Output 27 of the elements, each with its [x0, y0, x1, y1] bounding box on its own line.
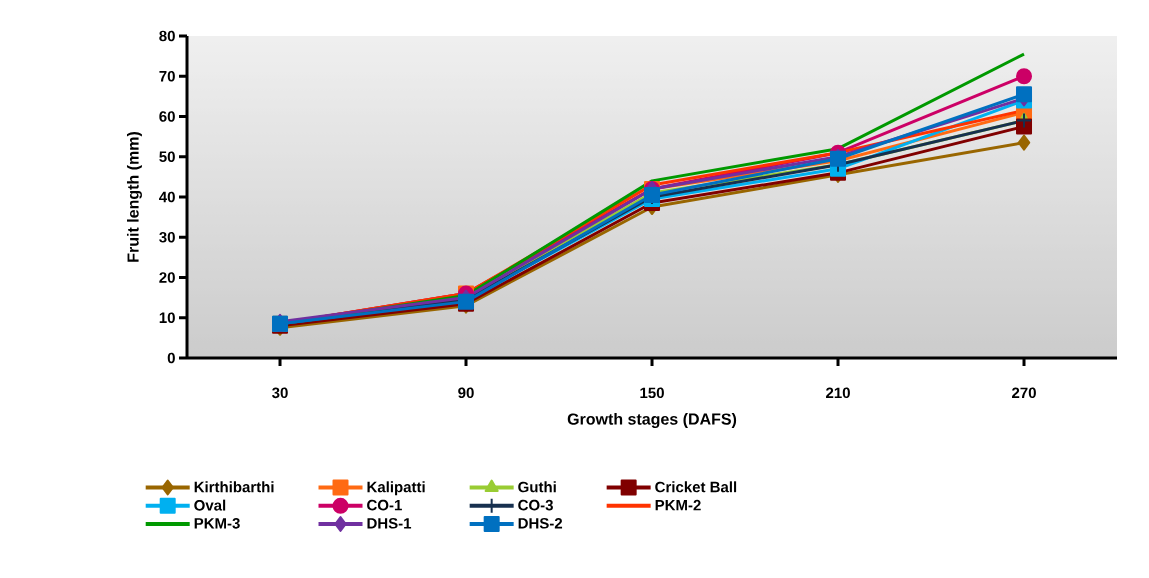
- x-tick-label: 210: [826, 387, 850, 399]
- y-tick-label: 0: [167, 352, 175, 364]
- legend-label: DHS-1: [367, 518, 412, 529]
- legend-label: Oval: [194, 499, 226, 511]
- y-tick-label: 40: [159, 191, 175, 203]
- x-tick-label: 90: [458, 387, 474, 399]
- legend-label: Kalipatti: [367, 481, 425, 496]
- legend-label: PKM-3: [194, 518, 240, 529]
- legend-label: PKM-2: [655, 499, 701, 511]
- legend-label: Kirthibarthi: [194, 481, 274, 493]
- y-tick-label: 80: [159, 30, 175, 42]
- y-tick-label: 10: [159, 312, 175, 324]
- x-tick-label: 150: [640, 387, 664, 399]
- legend-label: DHS-2: [518, 518, 563, 529]
- legend-label: CO-3: [518, 499, 553, 511]
- y-axis-title: Fruit length (mm): [126, 132, 142, 262]
- x-tick-label: 30: [272, 387, 288, 399]
- legend-label: Cricket Ball: [655, 481, 737, 493]
- y-tick-label: 30: [159, 231, 175, 243]
- legend-label: CO-1: [367, 499, 402, 511]
- y-tick-label: 50: [159, 151, 175, 163]
- y-tick-label: 70: [159, 70, 175, 82]
- x-tick-label: 270: [1012, 387, 1036, 399]
- y-tick-label: 20: [159, 272, 175, 283]
- x-axis-title: Growth stages (DAFS): [567, 412, 737, 428]
- legend-label: Guthi: [518, 481, 556, 493]
- y-tick-label: 60: [159, 111, 175, 122]
